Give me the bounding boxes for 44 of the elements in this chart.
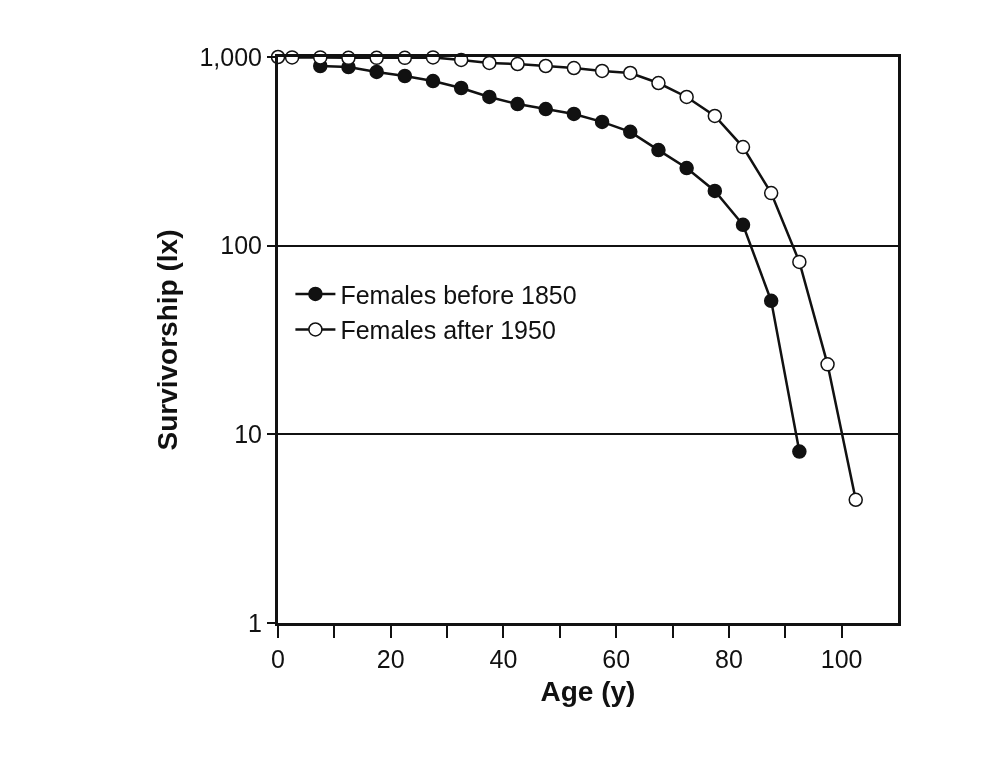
point <box>763 293 779 309</box>
y-tick-label: 1 <box>248 608 262 637</box>
point <box>538 101 553 117</box>
point <box>820 357 835 372</box>
x-tick-label: 40 <box>489 645 518 673</box>
x-tick-label: 100 <box>820 645 863 673</box>
point <box>510 56 525 72</box>
legend-label: Females after 1950 <box>340 316 556 345</box>
y-tick-label: 100 <box>220 231 262 260</box>
point <box>679 89 694 105</box>
point <box>369 64 384 80</box>
point <box>538 58 553 74</box>
point <box>651 75 666 91</box>
x-tick-label: 0 <box>271 645 285 673</box>
point <box>594 63 610 79</box>
point <box>453 80 469 96</box>
point <box>792 254 807 270</box>
x-tick-label: 60 <box>602 645 631 673</box>
x-tick-label: 80 <box>715 645 743 673</box>
point <box>763 185 779 201</box>
point <box>679 160 694 176</box>
point <box>623 124 638 140</box>
point <box>651 142 666 158</box>
point <box>397 68 413 84</box>
x-axis-title: Age (y) <box>540 676 636 708</box>
point <box>425 73 441 89</box>
point <box>707 183 723 199</box>
legend-label: Females before 1850 <box>340 280 577 309</box>
y-axis-title: Survivorship (lx) <box>152 229 184 451</box>
point <box>735 139 751 155</box>
point <box>482 55 497 71</box>
point <box>735 217 751 233</box>
y-tick-label: 10 <box>234 420 262 449</box>
point <box>594 114 610 130</box>
point <box>510 96 525 112</box>
point <box>848 492 863 507</box>
point <box>482 89 497 105</box>
point <box>792 444 807 459</box>
point <box>707 108 723 124</box>
point <box>566 60 582 76</box>
point <box>623 65 638 81</box>
point <box>566 106 582 122</box>
x-tick-label: 20 <box>376 645 405 673</box>
y-tick-label: 1,000 <box>199 42 262 71</box>
